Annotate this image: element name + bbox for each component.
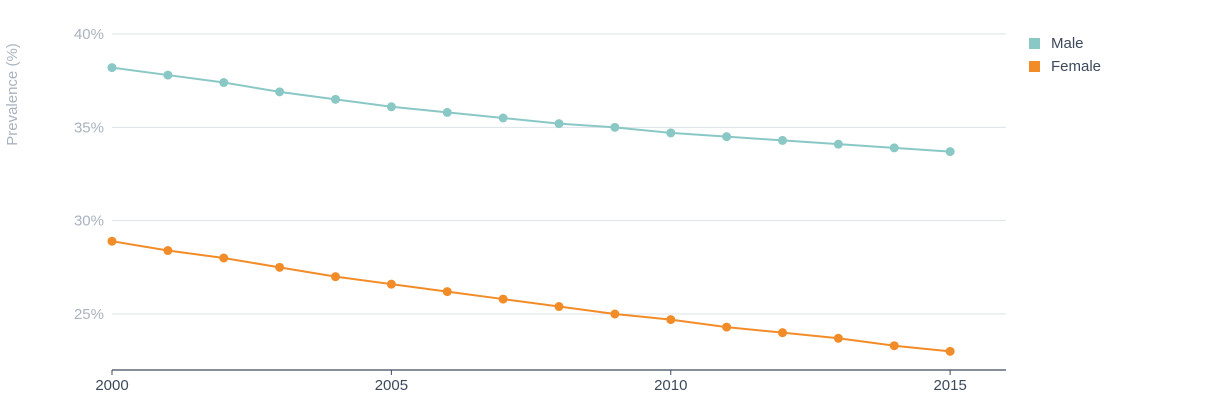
gridlines (112, 33, 1006, 315)
data-point[interactable] (219, 78, 229, 88)
y-tick-label: 30% (74, 213, 104, 230)
data-point[interactable] (498, 294, 508, 304)
data-point[interactable] (554, 302, 564, 312)
y-tick-label: 35% (74, 119, 104, 136)
data-point[interactable] (386, 102, 396, 112)
legend-item-female[interactable]: Female (1029, 58, 1101, 75)
x-tick-label: 2000 (95, 377, 128, 394)
data-point[interactable] (778, 135, 787, 145)
data-point[interactable] (163, 70, 173, 80)
series-line-female (111, 240, 951, 353)
series (107, 63, 955, 356)
y-axis-title: Prevalence (%) (4, 43, 21, 146)
y-tick-label: 40% (74, 26, 104, 43)
data-point[interactable] (778, 328, 787, 338)
x-tick-label: 2015 (933, 377, 966, 394)
data-point[interactable] (889, 143, 899, 153)
data-point[interactable] (107, 236, 117, 246)
data-point[interactable] (666, 128, 676, 138)
series-male (107, 63, 955, 157)
legend-swatch (1029, 61, 1040, 72)
series-female (107, 236, 955, 356)
legend: Male Female (1029, 35, 1101, 75)
data-point[interactable] (610, 122, 620, 132)
data-point[interactable] (442, 287, 452, 297)
data-point[interactable] (666, 315, 676, 325)
data-point[interactable] (498, 113, 508, 123)
data-point[interactable] (610, 309, 620, 319)
legend-label: Male (1051, 35, 1084, 52)
data-point[interactable] (889, 341, 899, 351)
data-point[interactable] (107, 63, 117, 73)
data-point[interactable] (163, 246, 173, 256)
data-point[interactable] (442, 107, 452, 117)
x-tick-labels: 2000 2005 2010 2015 (95, 370, 967, 394)
legend-item-male[interactable]: Male (1029, 35, 1084, 52)
data-point[interactable] (331, 94, 340, 104)
data-point[interactable] (833, 139, 843, 149)
legend-swatch (1029, 38, 1040, 49)
data-point[interactable] (275, 262, 285, 272)
y-tick-label: 25% (74, 306, 104, 323)
data-point[interactable] (219, 253, 229, 263)
data-point[interactable] (331, 272, 340, 282)
data-point[interactable] (554, 119, 564, 129)
data-point[interactable] (386, 279, 396, 289)
legend-label: Female (1051, 58, 1101, 75)
x-tick-label: 2005 (375, 377, 408, 394)
data-point[interactable] (275, 87, 285, 97)
series-line-male (111, 66, 951, 153)
x-tick-label: 2010 (654, 377, 687, 394)
data-point[interactable] (833, 333, 843, 343)
data-point[interactable] (722, 322, 732, 332)
data-point[interactable] (945, 147, 955, 157)
y-tick-labels: 25% 30% 35% 40% (74, 26, 104, 323)
data-point[interactable] (722, 132, 732, 142)
data-point[interactable] (945, 346, 955, 356)
